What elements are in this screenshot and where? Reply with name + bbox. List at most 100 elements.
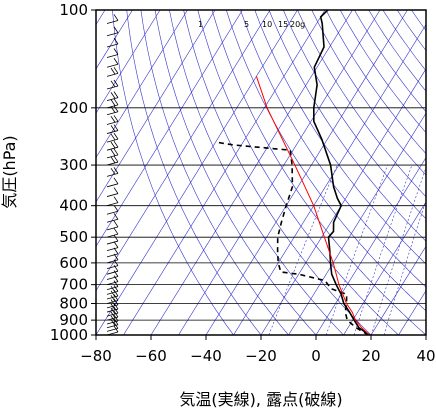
wind-barb-flag [113, 98, 119, 106]
y-tick-label: 400 [59, 197, 88, 215]
temperature-line [312, 10, 371, 335]
wind-barb-staff [106, 121, 119, 125]
mixing-ratio-label: 15 [278, 20, 288, 29]
wind-barb [106, 140, 119, 151]
wind-barb [106, 177, 119, 188]
wind-barb-flag [113, 105, 119, 112]
data-series [215, 10, 371, 335]
wind-barb-flag [113, 294, 119, 301]
x-tick-label: 20 [361, 347, 380, 365]
isotherm-line [96, 10, 188, 159]
wind-barb [106, 58, 119, 68]
y-tick-label: 700 [59, 276, 88, 294]
wind-barb-staff [106, 146, 119, 151]
wind-barb-staff [106, 253, 119, 258]
wind-barb [106, 132, 119, 143]
x-axis-title: 気温(実線), 露点(破線) [179, 390, 342, 409]
x-tick-label: 40 [416, 347, 435, 365]
wind-barb [106, 148, 119, 159]
dry-adiabat-line [254, 10, 426, 265]
wind-barb-flag [110, 299, 116, 306]
wind-barb-flag [113, 227, 119, 235]
wind-barb-staff [106, 72, 119, 77]
wind-barb [106, 105, 119, 116]
isotherm-line [205, 10, 408, 335]
wind-barb-flag [110, 133, 116, 141]
plot-frame [95, 9, 427, 336]
wind-barb-staff [106, 97, 119, 101]
wind-barb-staff [106, 291, 119, 295]
wind-barb [106, 213, 119, 223]
mixing-ratio-line [325, 164, 388, 335]
wind-barb-flag [110, 290, 116, 298]
wind-barb-staff [106, 286, 119, 290]
wind-barb-flag [113, 58, 119, 65]
wind-barb [106, 220, 119, 231]
isotherm-line [96, 10, 161, 114]
wind-barb-staff [106, 130, 119, 134]
wind-barb-flag [113, 14, 119, 21]
isotherm-line [150, 10, 353, 335]
wind-barb [106, 67, 119, 77]
wind-barb-staff [106, 300, 119, 304]
isotherm-line [343, 201, 426, 335]
wind-barb [106, 306, 119, 317]
wind-barb-staff [106, 304, 119, 309]
wind-barb [106, 167, 119, 177]
wind-barb [106, 227, 119, 238]
dry-adiabat-line [197, 10, 399, 335]
wind-barb-flag [110, 99, 116, 106]
dry-adiabat-line [211, 10, 426, 335]
wind-barb [106, 302, 119, 313]
wind-barb-staff [106, 281, 119, 286]
dry-adiabat-line [425, 10, 426, 12]
dry-adiabat-line [183, 10, 372, 335]
wind-barb-flag [113, 48, 119, 55]
wind-barb-flag [110, 92, 116, 99]
wind-barb-flag [113, 196, 119, 203]
wind-barb-flag [110, 285, 116, 293]
isotherm-line [315, 157, 426, 335]
isotherm-line [370, 245, 426, 335]
wind-barb-flag [110, 156, 116, 164]
wind-barb [106, 155, 119, 166]
dry-adiabat-line [169, 10, 344, 335]
wind-barb-staff [106, 104, 119, 109]
wind-barb [106, 234, 119, 245]
wind-barb-flag [113, 306, 119, 314]
wind-barb-flag [113, 234, 119, 242]
wind-barb-flag [113, 298, 119, 306]
wind-barb-flag [113, 148, 119, 156]
wind-barb-flag [110, 167, 116, 175]
wind-barb-staff [106, 210, 119, 215]
wind-barb-flag [113, 270, 119, 277]
wind-barb-flag [110, 106, 116, 113]
wind-barb-flag [113, 167, 119, 174]
mixing-ratio-line [371, 166, 426, 335]
wind-barb-flag [113, 26, 119, 33]
dry-adiabat-line [226, 10, 426, 312]
wind-barb [106, 205, 119, 215]
dewpoint-line [215, 141, 369, 335]
x-tick-label: −40 [190, 347, 222, 365]
wind-barb [106, 270, 119, 280]
wind-barb-flag [113, 91, 119, 98]
dry-adiabat-line [382, 10, 426, 72]
x-tick-label: −80 [80, 347, 112, 365]
wind-barb-staff [106, 226, 119, 231]
dry-adiabat-line [154, 10, 317, 335]
wind-barb-flag [113, 140, 119, 148]
wind-barb [106, 187, 119, 197]
wind-barb-flag [113, 67, 119, 74]
isotherm-line [96, 10, 133, 70]
wind-barb [106, 37, 119, 48]
x-tick-label: 0 [311, 347, 321, 365]
mixing-ratio-line [268, 164, 338, 335]
wind-barb-staff [106, 193, 119, 197]
wind-barb [106, 294, 119, 304]
mixing-ratio-label: 20g [290, 20, 305, 29]
wind-barb-staff [106, 295, 119, 300]
isotherm-line [96, 10, 243, 247]
mixing-ratio-label: 10 [262, 20, 272, 29]
